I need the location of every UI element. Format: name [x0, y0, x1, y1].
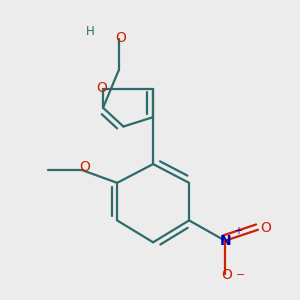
- Text: +: +: [234, 226, 242, 236]
- Text: N: N: [219, 234, 231, 248]
- Text: O: O: [260, 221, 271, 235]
- Text: O: O: [221, 268, 232, 282]
- Text: O: O: [96, 81, 107, 95]
- Text: −: −: [236, 270, 245, 280]
- Text: O: O: [79, 160, 90, 174]
- Text: H: H: [86, 25, 95, 38]
- Text: O: O: [115, 31, 126, 45]
